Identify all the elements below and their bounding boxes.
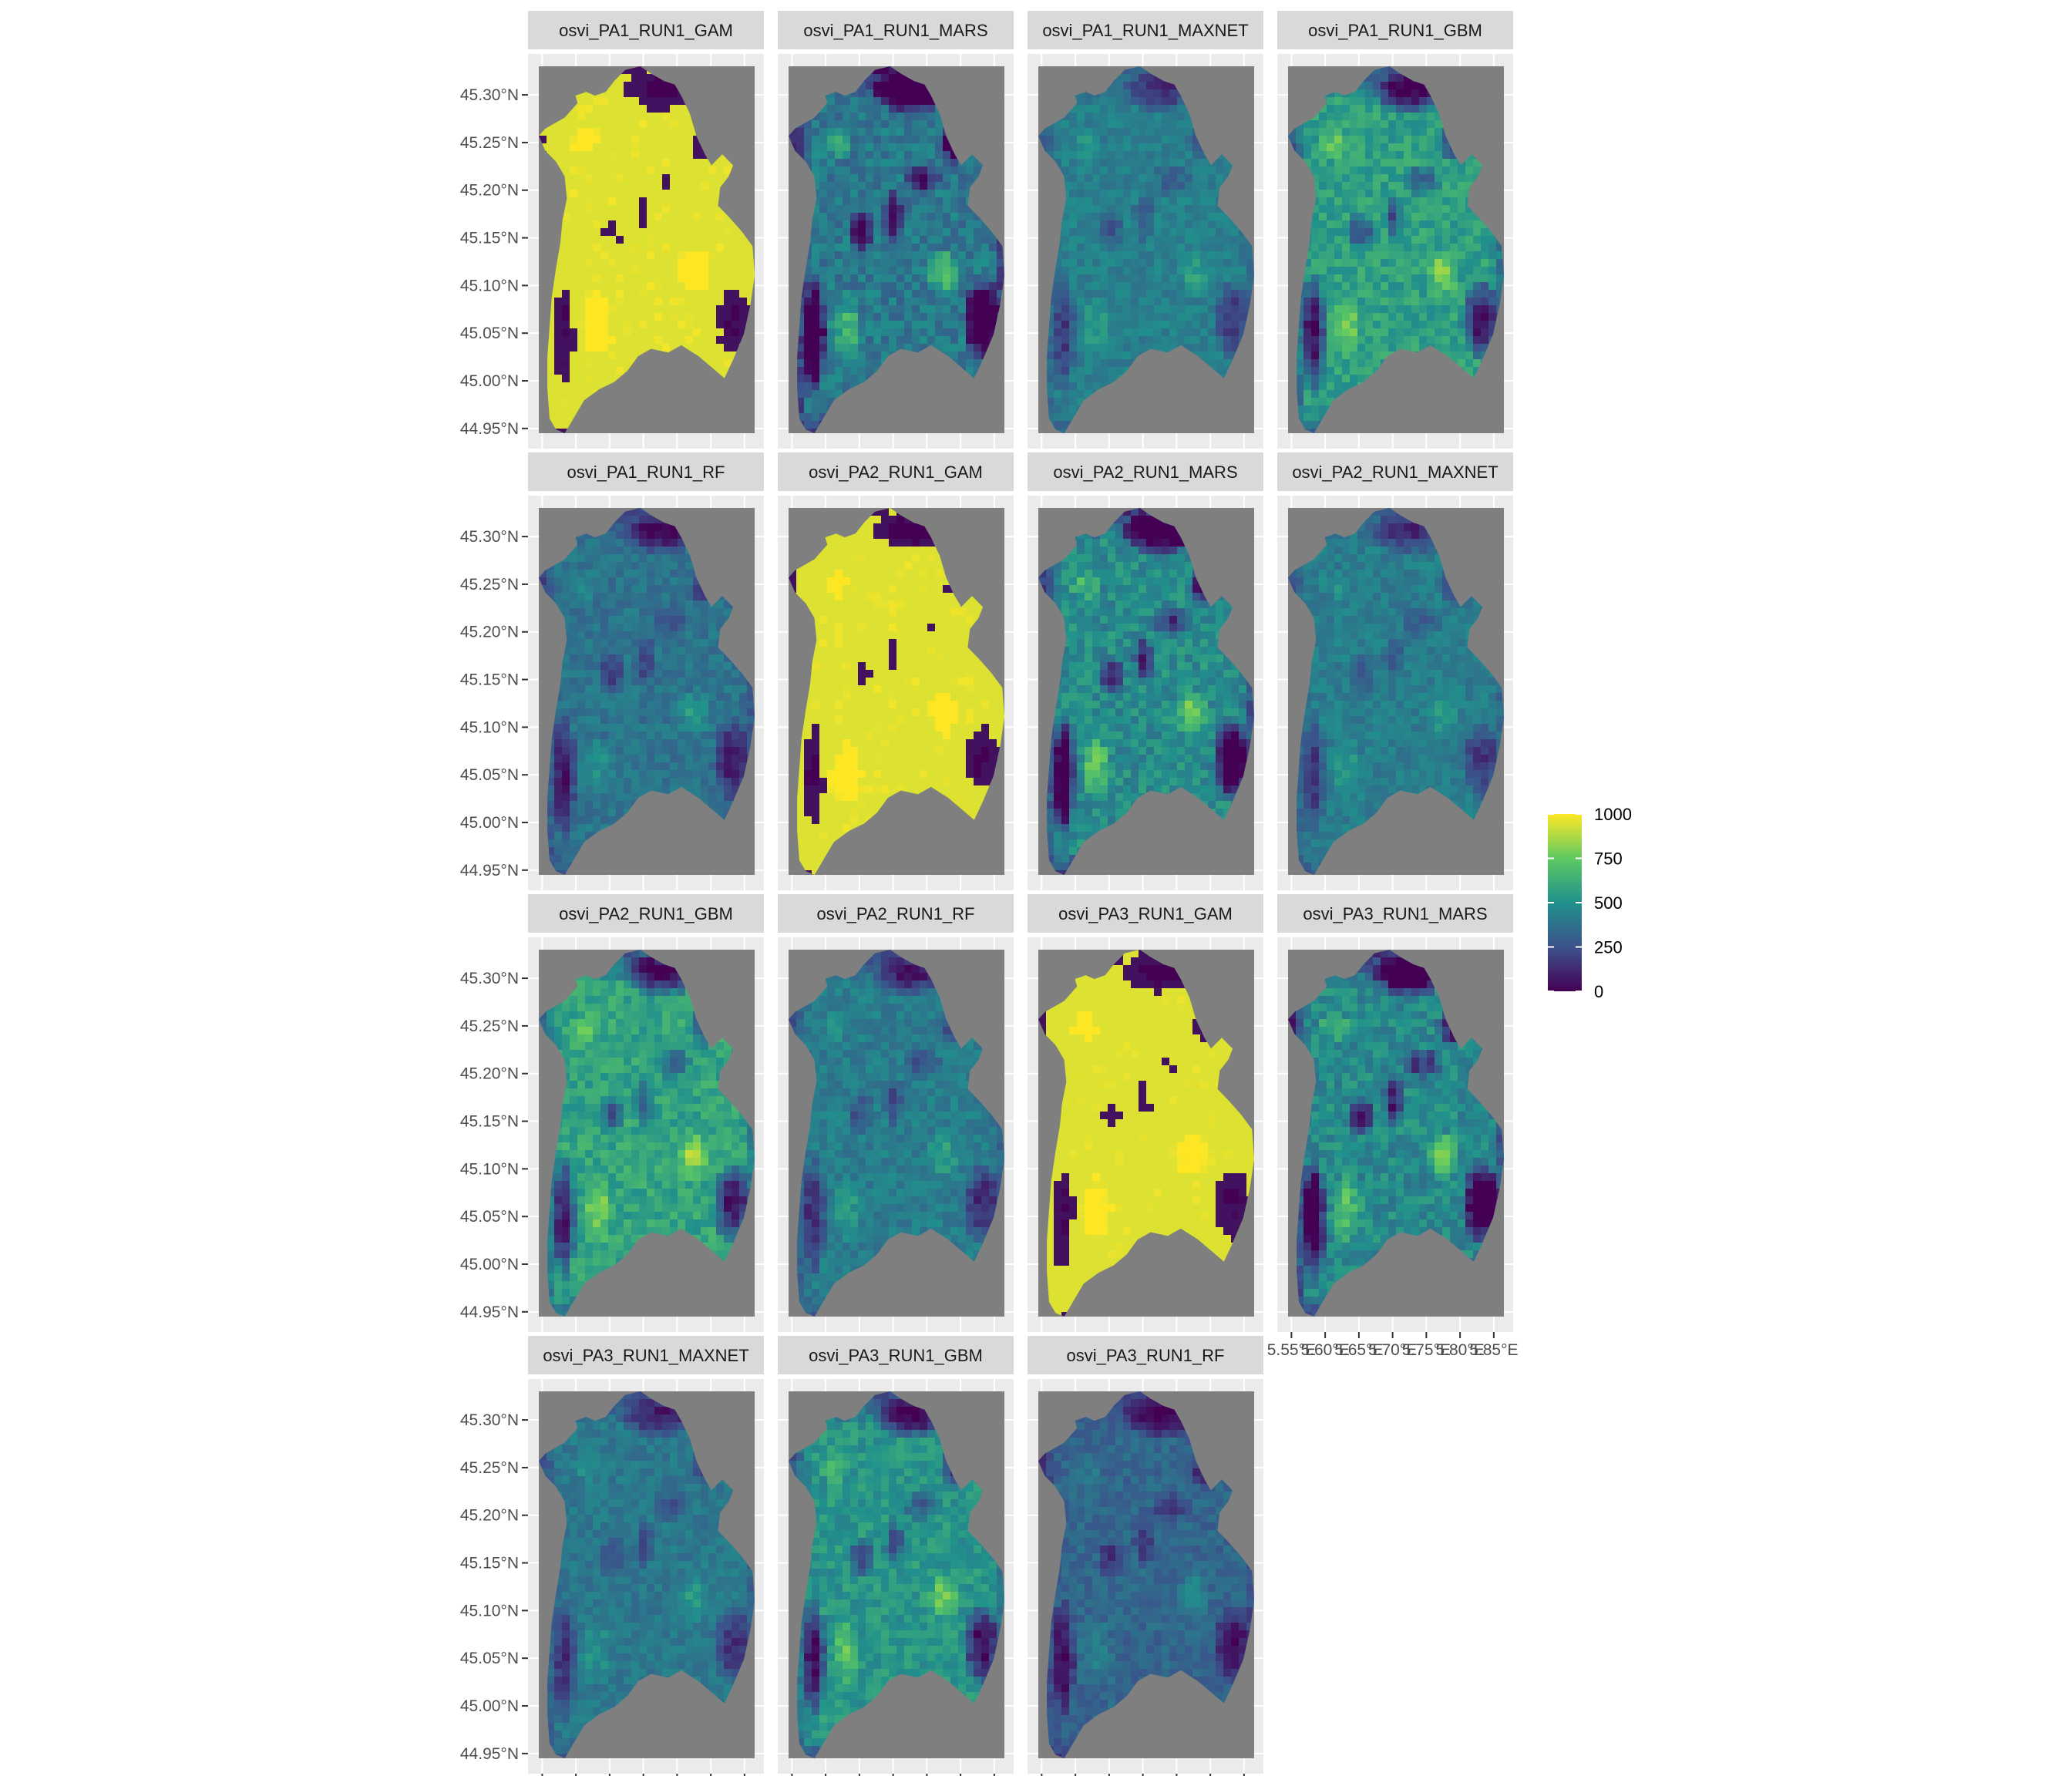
y-tick-label: 45.00°N <box>460 1256 519 1273</box>
colorbar-label: 750 <box>1594 849 1623 869</box>
facet-strip-label: osvi_PA2_RUN1_MARS <box>1053 462 1237 482</box>
facet-strip <box>778 1336 1014 1374</box>
facet-panel: osvi_PA1_RUN1_MAXNET <box>1028 11 1263 449</box>
x-tick-label: 5.75°E <box>1402 1341 1451 1359</box>
facet-panel: osvi_PA2_RUN1_MARS <box>1028 452 1263 890</box>
facet-panel: osvi_PA2_RUN1_GBM 44.95°N 45.00°N 45.05°N 45… <box>460 894 764 1332</box>
facet-strip <box>778 894 1014 933</box>
facet-strip-label: osvi_PA1_RUN1_GBM <box>1308 21 1482 40</box>
colorbar-label: 500 <box>1594 893 1623 913</box>
y-tick-label: 45.15°N <box>460 1113 519 1131</box>
facet-strip-label: osvi_PA1_RUN1_MAXNET <box>1042 21 1248 40</box>
facet-panel: osvi_PA3_RUN1_MAXNET 44.95°N 45.00°N 45.05°… <box>460 1336 764 1776</box>
facet-strip-label: osvi_PA2_RUN1_MAXNET <box>1292 462 1498 482</box>
facet-strip <box>528 894 764 933</box>
y-tick-label: 45.25°N <box>460 1018 519 1035</box>
y-tick-label: 45.30°N <box>460 528 519 546</box>
facet-panel: osvi_PA3_RUN1_MARS 5.55°E5.60°E5.65°E5.70… <box>1267 894 1519 1359</box>
facet-panel: osvi_PA1_RUN1_RF 44.95°N 45.00°N 45.05°N 45.… <box>460 452 764 890</box>
facet-strip <box>1277 11 1513 49</box>
y-tick-label: 45.15°N <box>460 1555 519 1572</box>
facet-panel: osvi_PA1_RUN1_GBM <box>1277 11 1513 449</box>
y-tick-label: 44.95°N <box>460 1745 519 1763</box>
y-tick-label: 45.05°N <box>460 1208 519 1226</box>
facet-strip <box>778 452 1014 491</box>
facet-strip <box>1028 894 1263 933</box>
y-tick-label: 45.00°N <box>460 372 519 390</box>
facet-strip-label: osvi_PA3_RUN1_MAXNET <box>543 1346 748 1365</box>
facet-strip-label: osvi_PA2_RUN1_RF <box>816 904 974 923</box>
facet-strip-label: osvi_PA3_RUN1_GBM <box>809 1346 983 1365</box>
y-tick-label: 44.95°N <box>460 420 519 438</box>
facet-strip-label: osvi_PA3_RUN1_GAM <box>1058 904 1233 923</box>
colorbar-legend: 0 250 500 750 1000 <box>1548 805 1632 1001</box>
facet-strip <box>528 1336 764 1374</box>
x-tick-label: 5.55°E <box>1267 1341 1316 1359</box>
facet-panel: osvi_PA3_RUN1_RF5.55°E5.60°E5.65°E5.70°E… <box>1028 1336 1263 1776</box>
y-tick-label: 45.05°N <box>460 1650 519 1667</box>
colorbar-label: 1000 <box>1594 805 1632 824</box>
y-tick-label: 45.20°N <box>460 1065 519 1083</box>
y-tick-label: 45.30°N <box>460 970 519 987</box>
y-tick-label: 45.25°N <box>460 576 519 594</box>
y-tick-label: 45.10°N <box>460 277 519 294</box>
y-tick-label: 45.10°N <box>460 1602 519 1620</box>
y-tick-label: 45.10°N <box>460 1160 519 1178</box>
facet-panel: osvi_PA1_RUN1_GAM 44.95°N 45.00°N 45.05°N 45… <box>460 11 764 449</box>
x-tick-label: 5.85°E <box>1469 1341 1518 1359</box>
colorbar-label: 250 <box>1594 938 1623 957</box>
y-tick-label: 45.15°N <box>460 671 519 689</box>
x-tick-label: 5.80°E <box>1435 1341 1484 1359</box>
colorbar-label: 0 <box>1594 982 1603 1001</box>
facet-strip-label: osvi_PA2_RUN1_GBM <box>559 904 733 923</box>
y-tick-label: 45.30°N <box>460 1411 519 1429</box>
facet-strip <box>1028 11 1263 49</box>
y-tick-label: 44.95°N <box>460 1303 519 1321</box>
x-tick-label: 5.65°E <box>1334 1341 1383 1359</box>
y-tick-label: 45.15°N <box>460 230 519 247</box>
facet-panel: osvi_PA3_RUN1_GAM <box>1028 894 1263 1332</box>
y-tick-label: 45.05°N <box>460 325 519 342</box>
facet-strip-label: osvi_PA3_RUN1_MARS <box>1303 904 1487 923</box>
y-tick-label: 45.00°N <box>460 814 519 832</box>
y-tick-label: 45.25°N <box>460 134 519 152</box>
y-tick-label: 45.30°N <box>460 86 519 104</box>
facet-strip <box>528 11 764 49</box>
facet-strip <box>1028 452 1263 491</box>
facet-panel: osvi_PA2_RUN1_GAM <box>778 452 1014 890</box>
facet-strip <box>1277 894 1513 933</box>
x-tick-label: 5.70°E <box>1368 1341 1417 1359</box>
y-tick-label: 45.00°N <box>460 1697 519 1715</box>
facet-strip <box>778 11 1014 49</box>
y-tick-label: 45.20°N <box>460 624 519 641</box>
facet-strip-label: osvi_PA2_RUN1_GAM <box>809 462 983 482</box>
y-tick-label: 45.20°N <box>460 1507 519 1525</box>
facet-panel: osvi_PA3_RUN1_GBM5.55°E5.60°E5.65°E5.70°… <box>778 1336 1014 1776</box>
y-tick-label: 45.10°N <box>460 718 519 736</box>
facet-strip-label: osvi_PA1_RUN1_RF <box>567 462 725 482</box>
y-tick-label: 44.95°N <box>460 862 519 880</box>
facet-panel: osvi_PA2_RUN1_MAXNET <box>1277 452 1513 890</box>
facet-panel: osvi_PA2_RUN1_RF <box>778 894 1014 1332</box>
panels-layer: osvi_PA1_RUN1_GAM 44.95°N 45.00°N 45.05°N 45… <box>460 11 1519 1776</box>
y-tick-label: 45.05°N <box>460 766 519 784</box>
facet-strip <box>1277 452 1513 491</box>
facet-panel: osvi_PA1_RUN1_MARS <box>778 11 1014 449</box>
facet-strip-label: osvi_PA1_RUN1_GAM <box>559 21 733 40</box>
y-tick-label: 45.25°N <box>460 1459 519 1477</box>
y-tick-label: 45.20°N <box>460 182 519 200</box>
facet-strip <box>528 452 764 491</box>
facet-strip-label: osvi_PA3_RUN1_RF <box>1066 1346 1224 1365</box>
facet-strip-label: osvi_PA1_RUN1_MARS <box>803 21 987 40</box>
x-tick-label: 5.60°E <box>1300 1341 1349 1359</box>
facet-strip <box>1028 1336 1263 1374</box>
